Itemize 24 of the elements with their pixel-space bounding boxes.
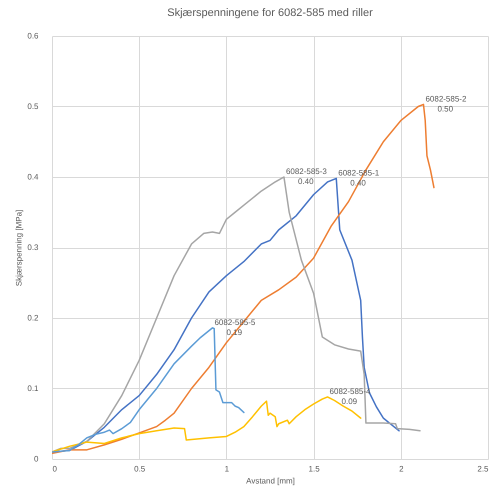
x-tick-label: 0 [52,464,58,474]
line-series [52,396,362,453]
series-label: 6082-585-3 [286,167,328,176]
y-tick-label: 0.5 [27,102,40,111]
line-series [52,104,435,454]
y-tick-label: 0 [34,454,40,464]
y-axis-title: Skjærspenning [MPa] [14,210,24,286]
y-tick-label: 0.2 [27,314,40,322]
annotation: 0.09 [342,396,358,406]
series-label: 6082-585-2 [425,94,467,104]
y-tick-label: 0.6 [27,32,40,40]
chart-title: Skjærspenningene for 6082-585 med riller [167,7,374,19]
y-tick-label: 0.4 [27,172,40,182]
y-tick-label: 0.1 [27,384,40,393]
annotation: 0.50 [437,104,454,114]
x-tick-label: 0.5 [134,464,146,474]
annotation: 0.40 [298,177,314,186]
x-tick-label: 1 [224,464,230,474]
x-axis-title: Avstand [mm] [246,476,295,486]
x-tick-label: 1.5 [308,464,320,474]
line-series [52,327,245,453]
x-tick-label: 2.5 [477,464,490,474]
y-tick-label: 0.3 [27,243,40,252]
x-tick-label: 2 [399,464,404,474]
